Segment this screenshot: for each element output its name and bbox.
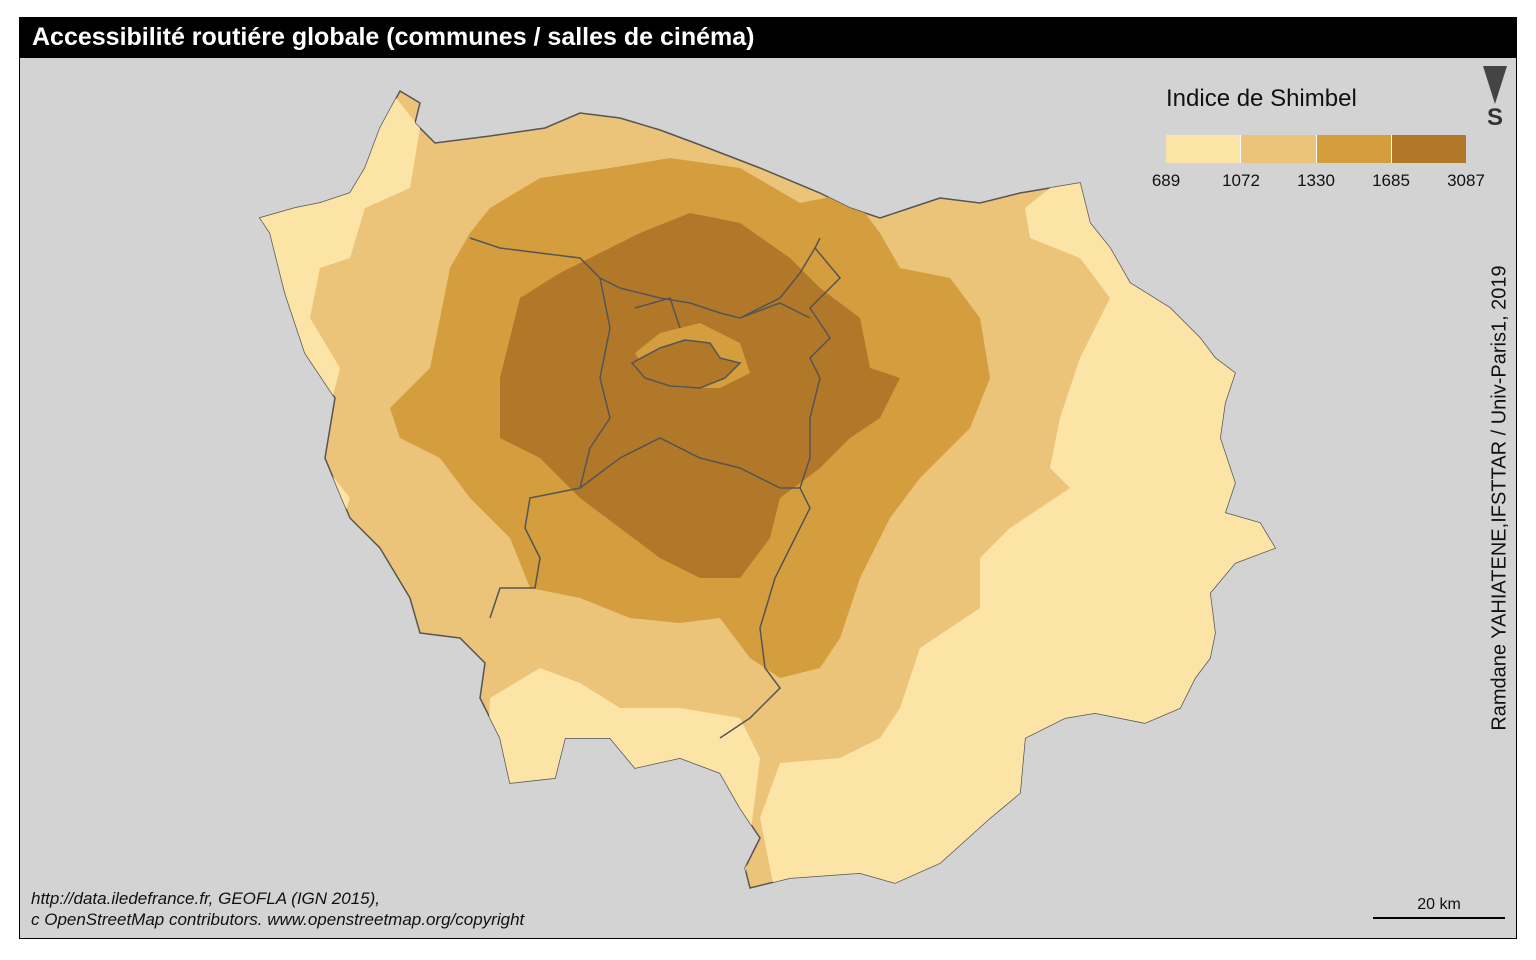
north-arrow: S: [1482, 66, 1508, 131]
legend-color-bar: [1166, 135, 1466, 163]
department-boundaries: [469, 237, 842, 739]
zone-class-4: [500, 213, 900, 578]
legend-swatch-3: [1315, 135, 1391, 163]
source-line-1: http://data.iledefrance.fr, GEOFLA (IGN …: [31, 889, 380, 908]
scale-bar-label: 20 km: [1417, 896, 1461, 913]
legend-break-5: 3087: [1447, 171, 1485, 190]
source-credit: http://data.iledefrance.fr, GEOFLA (IGN …: [31, 888, 524, 930]
scale-bar: 20 km: [1373, 896, 1505, 920]
author-credit: Ramdane YAHIATENE,IFSTTAR / Univ-Paris1,…: [1488, 265, 1511, 731]
map-frame: Accessibilité routiére globale (communes…: [19, 17, 1517, 939]
choropleth-map: [258, 89, 1277, 889]
legend-break-4: 1685: [1372, 171, 1410, 190]
paris-boundary: [630, 339, 742, 389]
scale-bar-line: [1373, 917, 1505, 919]
legend-swatch-1: [1166, 135, 1241, 163]
source-line-2: c OpenStreetMap contributors. www.openst…: [31, 910, 525, 929]
legend-swatch-2: [1240, 135, 1316, 163]
legend-break-1: 689: [1151, 171, 1181, 190]
map-title: Accessibilité routiére globale (communes…: [32, 23, 755, 51]
legend-swatch-4: [1390, 135, 1466, 163]
legend-break-3: 1330: [1297, 171, 1335, 190]
legend-title: Indice de Shimbel: [1166, 85, 1357, 112]
north-arrow-icon: [1483, 66, 1507, 104]
north-arrow-label: S: [1486, 104, 1503, 131]
legend-break-2: 1072: [1222, 171, 1260, 190]
title-bar: Accessibilité routiére globale (communes…: [20, 18, 1516, 58]
